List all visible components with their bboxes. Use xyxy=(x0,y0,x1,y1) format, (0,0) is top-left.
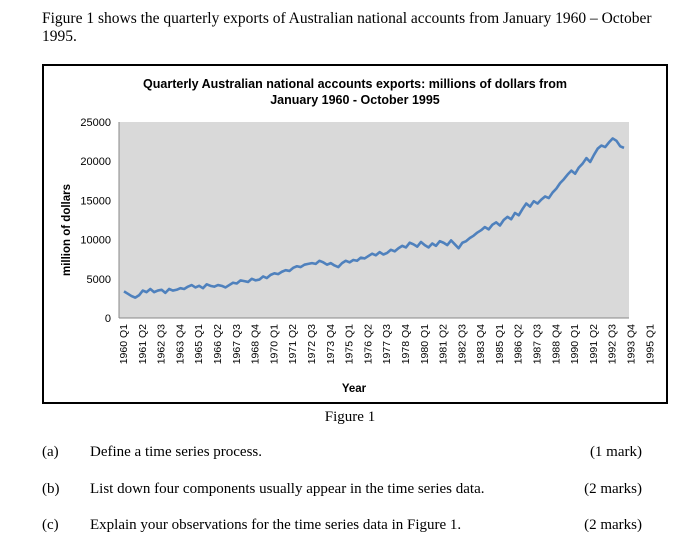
question-marks: (1 mark) xyxy=(589,444,642,460)
question-c: (c) Explain your observations for the ti… xyxy=(42,517,642,537)
x-tick-label: 1992 Q3 xyxy=(607,324,619,364)
y-tick-label: 20000 xyxy=(80,156,111,168)
x-tick-label: 1973 Q4 xyxy=(325,324,337,364)
question-a: (a) Define a time series process. (1 mar… xyxy=(42,444,642,464)
x-tick-label: 1960 Q1 xyxy=(118,324,130,364)
x-tick-label: 1971 Q2 xyxy=(287,324,299,364)
x-tick-label: 1983 Q4 xyxy=(475,324,487,364)
x-tick-label: 1967 Q3 xyxy=(231,324,243,364)
x-tick-label: 1972 Q3 xyxy=(306,324,318,364)
x-axis-label: Year xyxy=(342,383,367,395)
x-tick-label: 1991 Q2 xyxy=(588,324,600,364)
x-tick-label: 1988 Q4 xyxy=(550,324,562,364)
x-tick-label: 1977 Q3 xyxy=(381,324,393,364)
y-tick-label: 0 xyxy=(105,313,111,325)
y-ticks: 0 5000 10000 15000 20000 25000 xyxy=(80,117,111,325)
question-marks: (2 marks) xyxy=(584,517,642,533)
line-chart: 0 5000 10000 15000 20000 25000 1960 Q1 1961 Q2… xyxy=(61,117,656,395)
question-b: (b) List down four components usually ap… xyxy=(42,481,642,501)
y-axis-label: million of dollars xyxy=(61,184,73,276)
x-tick-label: 1968 Q4 xyxy=(250,324,262,364)
question-text: List down four components usually appear… xyxy=(90,481,485,497)
question-letter: (a) xyxy=(42,444,59,460)
chart-title-line2: January 1960 - October 1995 xyxy=(270,93,440,107)
x-tick-label: 1993 Q4 xyxy=(626,324,638,364)
x-ticks: 1960 Q1 1961 Q2 1962 Q3 1963 Q4 1965 Q1 1966 … xyxy=(118,324,656,364)
series-line-exports xyxy=(123,137,625,299)
chart-title: Quarterly Australian national accounts e… xyxy=(44,76,666,108)
figure-caption: Figure 1 xyxy=(324,409,376,425)
x-tick-label: 1990 Q1 xyxy=(569,324,581,364)
x-tick-label: 1976 Q2 xyxy=(362,324,374,364)
y-tick-label: 25000 xyxy=(80,117,111,129)
question-text: Explain your observations for the time s… xyxy=(90,517,462,533)
x-tick-label: 1961 Q2 xyxy=(137,324,149,364)
x-tick-label: 1970 Q1 xyxy=(268,324,280,364)
y-tick-label: 10000 xyxy=(80,235,111,247)
x-tick-label: 1975 Q1 xyxy=(344,324,356,364)
x-tick-label: 1982 Q3 xyxy=(456,324,468,364)
question-text: Define a time series process. xyxy=(90,444,263,460)
x-tick-label: 1981 Q2 xyxy=(438,324,450,364)
x-tick-label: 1962 Q3 xyxy=(156,324,168,364)
x-tick-label: 1978 Q4 xyxy=(400,324,412,364)
x-tick-label: 1963 Q4 xyxy=(174,324,186,364)
x-tick-label: 1987 Q3 xyxy=(532,324,544,364)
y-tick-label: 5000 xyxy=(87,274,111,286)
x-tick-label: 1995 Q1 xyxy=(644,324,656,364)
intro-text: Figure 1 shows the quarterly exports of … xyxy=(42,10,652,45)
chart-frame: Quarterly Australian national accounts e… xyxy=(42,64,668,404)
chart-title-line1: Quarterly Australian national accounts e… xyxy=(143,77,567,91)
x-tick-label: 1980 Q1 xyxy=(419,324,431,364)
question-marks: (2 marks) xyxy=(584,481,642,497)
y-tick-label: 15000 xyxy=(80,195,111,207)
x-tick-label: 1985 Q1 xyxy=(494,324,506,364)
question-letter: (c) xyxy=(42,517,59,533)
x-tick-label: 1966 Q2 xyxy=(212,324,224,364)
x-tick-label: 1986 Q2 xyxy=(513,324,525,364)
x-tick-label: 1965 Q1 xyxy=(193,324,205,364)
question-letter: (b) xyxy=(42,481,60,497)
